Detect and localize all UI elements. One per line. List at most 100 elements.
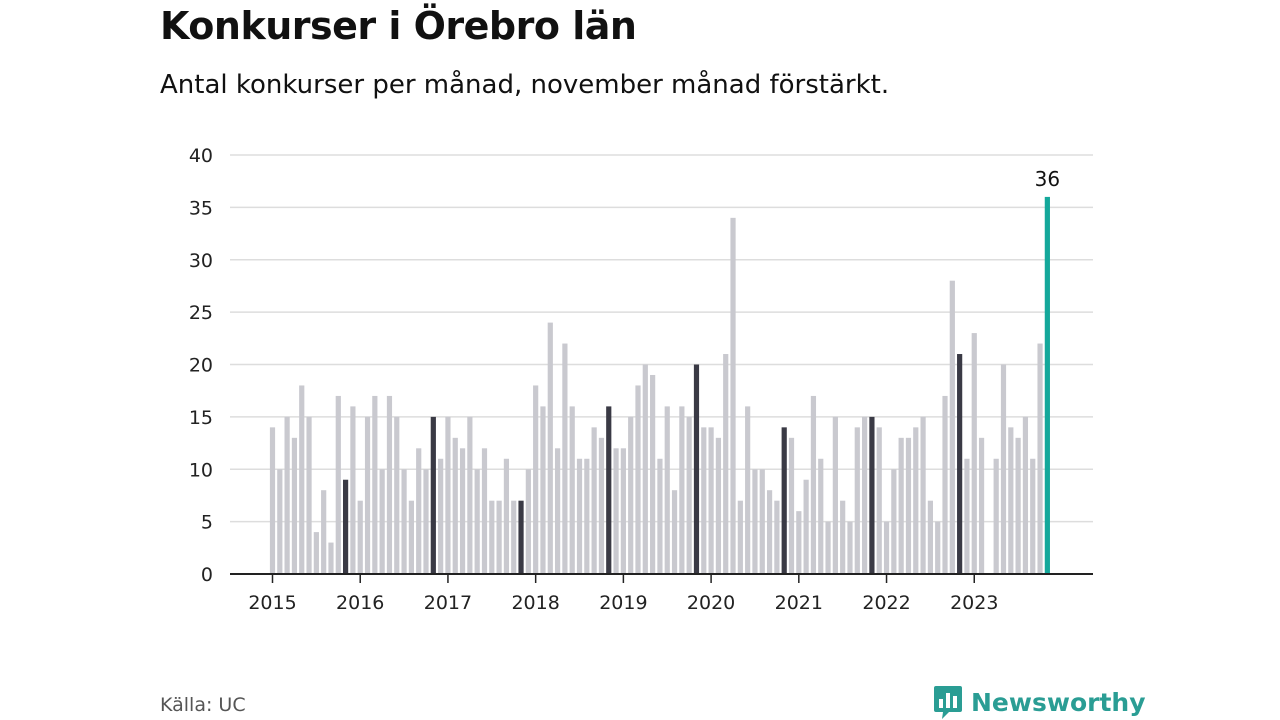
bar: [452, 437, 458, 574]
bar: [993, 458, 999, 574]
bar: [416, 448, 422, 574]
bar: [328, 542, 334, 574]
bar: [379, 469, 385, 574]
bar: [467, 416, 473, 575]
bar: [357, 500, 363, 574]
bar: [927, 500, 933, 574]
bar: [598, 437, 605, 574]
bar-highlight: [1044, 196, 1050, 574]
bars: [269, 196, 1050, 575]
bar: [891, 469, 897, 574]
bar: [701, 427, 707, 574]
bar: [540, 406, 546, 574]
bar: [620, 448, 626, 574]
bar-november: [343, 479, 349, 574]
bar: [1037, 343, 1043, 574]
bar: [847, 521, 853, 575]
bar-november: [869, 416, 875, 575]
bar: [489, 500, 495, 574]
bar: [825, 521, 831, 575]
bar: [584, 458, 590, 574]
bar: [423, 469, 429, 574]
bar: [591, 427, 597, 574]
bar: [525, 469, 531, 574]
bar-november: [781, 427, 787, 574]
newsworthy-logo-icon: [934, 686, 962, 719]
bar: [1008, 427, 1014, 574]
bar: [818, 458, 824, 574]
x-tick-label: 2023: [950, 592, 998, 614]
bar: [401, 469, 407, 574]
bar: [1015, 437, 1021, 574]
gridlines: [230, 154, 1093, 523]
bar: [335, 395, 341, 574]
bar: [883, 521, 890, 575]
bar: [898, 437, 904, 574]
bar-chart: 0 5 10 15 20 25 30 35 40 2015 2016 2017 2018 2019 202…: [189, 145, 1093, 614]
newsworthy-logo[interactable]: Newsworthy: [933, 684, 1146, 720]
y-tick-label: 40: [189, 145, 213, 167]
bar: [708, 427, 714, 574]
bar: [635, 385, 641, 574]
y-axis-ticks: 0 5 10 15 20 25 30 35 40: [189, 145, 213, 586]
bar: [745, 406, 751, 574]
bar: [715, 437, 722, 574]
bar: [291, 437, 298, 574]
bar: [766, 490, 773, 574]
bar: [942, 395, 948, 574]
bar: [905, 437, 912, 574]
bar: [445, 416, 451, 575]
bar: [1022, 416, 1029, 575]
bar: [949, 280, 955, 574]
x-tick-label: 2016: [336, 592, 384, 614]
bar: [832, 416, 838, 575]
bar: [562, 343, 568, 574]
bar: [364, 416, 371, 575]
bar: [1030, 458, 1036, 574]
bar: [503, 458, 510, 574]
bar: [671, 490, 678, 574]
bar: [737, 500, 743, 574]
bar: [576, 458, 583, 574]
bar: [971, 333, 977, 574]
brand-name: Newsworthy: [971, 687, 1146, 717]
bar: [964, 458, 970, 574]
bar-november: [430, 416, 436, 575]
y-tick-label: 35: [189, 197, 213, 219]
bar: [788, 437, 795, 574]
y-tick-label: 5: [201, 512, 213, 534]
bar: [657, 458, 663, 574]
bar: [1000, 364, 1007, 574]
bar: [854, 427, 860, 574]
x-tick-label: 2021: [775, 592, 823, 614]
bar: [321, 490, 327, 574]
bar: [759, 469, 765, 574]
bar-november: [957, 354, 963, 574]
bar: [533, 385, 539, 574]
bar: [284, 416, 290, 575]
x-tick-label: 2017: [424, 592, 472, 614]
highlight-value-label: 36: [1035, 167, 1060, 191]
x-tick-label: 2022: [862, 592, 910, 614]
source-note: Källa: UC: [160, 694, 246, 716]
annotations: 36: [1035, 167, 1060, 191]
y-tick-label: 30: [189, 250, 213, 272]
bar: [686, 416, 692, 575]
bar: [664, 406, 670, 574]
bar: [730, 217, 736, 574]
y-tick-label: 15: [189, 407, 213, 429]
y-tick-label: 0: [201, 564, 213, 586]
bar: [569, 406, 575, 574]
bar: [438, 458, 444, 574]
bar-november: [693, 364, 700, 574]
bar: [642, 364, 648, 574]
bar: [554, 448, 561, 574]
bar: [459, 448, 466, 574]
bar: [299, 385, 305, 574]
bar: [978, 437, 985, 574]
bar: [306, 416, 312, 575]
bar: [752, 469, 758, 574]
chart-title: Konkurser i Örebro län: [160, 4, 637, 48]
bar: [935, 521, 941, 575]
bar: [920, 416, 926, 575]
